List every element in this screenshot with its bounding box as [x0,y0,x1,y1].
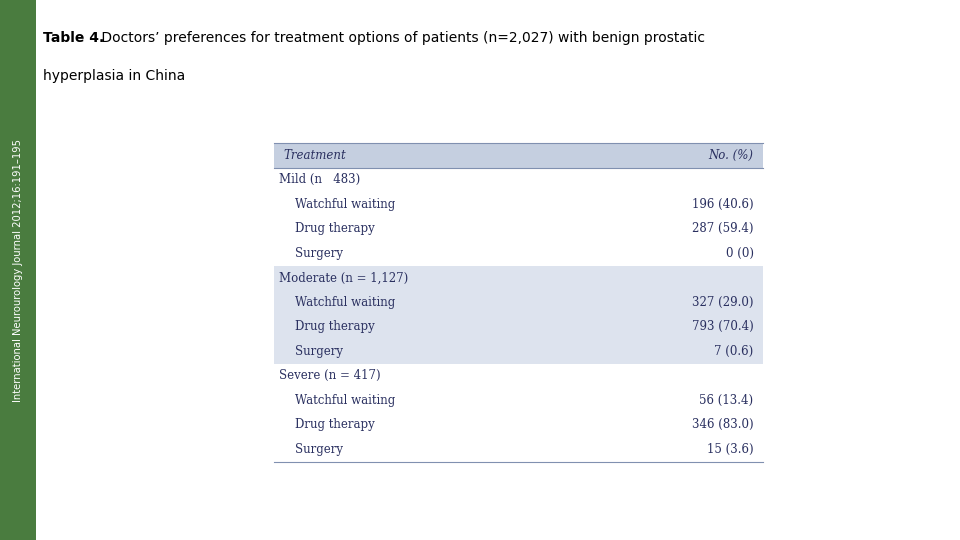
Text: Severe (n = 417): Severe (n = 417) [279,369,381,382]
Bar [274,339,763,363]
Text: Drug therapy: Drug therapy [295,320,374,333]
Text: Surgery: Surgery [295,345,343,358]
Text: 7 (0.6): 7 (0.6) [714,345,754,358]
Text: Drug therapy: Drug therapy [295,418,374,431]
Bar [274,217,763,241]
Bar [274,413,763,437]
Text: Moderate (n = 1,127): Moderate (n = 1,127) [279,272,409,285]
Text: Watchful waiting: Watchful waiting [295,296,395,309]
Text: Watchful waiting: Watchful waiting [295,198,395,211]
Text: 327 (29.0): 327 (29.0) [692,296,754,309]
Bar [274,266,763,290]
Bar [274,363,763,388]
Text: Table 4.: Table 4. [43,31,105,45]
Text: Drug therapy: Drug therapy [295,222,374,235]
Bar [274,290,763,315]
Bar [274,388,763,413]
Text: Watchful waiting: Watchful waiting [295,394,395,407]
Text: 0 (0): 0 (0) [726,247,754,260]
Text: 15 (3.6): 15 (3.6) [707,443,754,456]
Text: 793 (70.4): 793 (70.4) [692,320,754,333]
Text: 56 (13.4): 56 (13.4) [700,394,754,407]
Text: International Neurourology Journal 2012;16:191–195: International Neurourology Journal 2012;… [13,138,23,402]
Bar [274,241,763,266]
Text: 196 (40.6): 196 (40.6) [692,198,754,211]
Bar [274,143,763,167]
Bar [274,192,763,217]
Bar [274,437,763,462]
Text: 346 (83.0): 346 (83.0) [692,418,754,431]
Bar [274,167,763,192]
Bar [274,315,763,339]
Bar [0,0,36,540]
Text: Surgery: Surgery [295,247,343,260]
Text: Surgery: Surgery [295,443,343,456]
Text: 287 (59.4): 287 (59.4) [692,222,754,235]
Text: Doctors’ preferences for treatment options of patients (n=2,027) with benign pro: Doctors’ preferences for treatment optio… [97,31,705,45]
Text: No. (%): No. (%) [708,149,754,162]
Text: Mild (n   483): Mild (n 483) [279,173,361,186]
Text: Treatment: Treatment [283,149,346,162]
Text: hyperplasia in China: hyperplasia in China [43,69,185,83]
